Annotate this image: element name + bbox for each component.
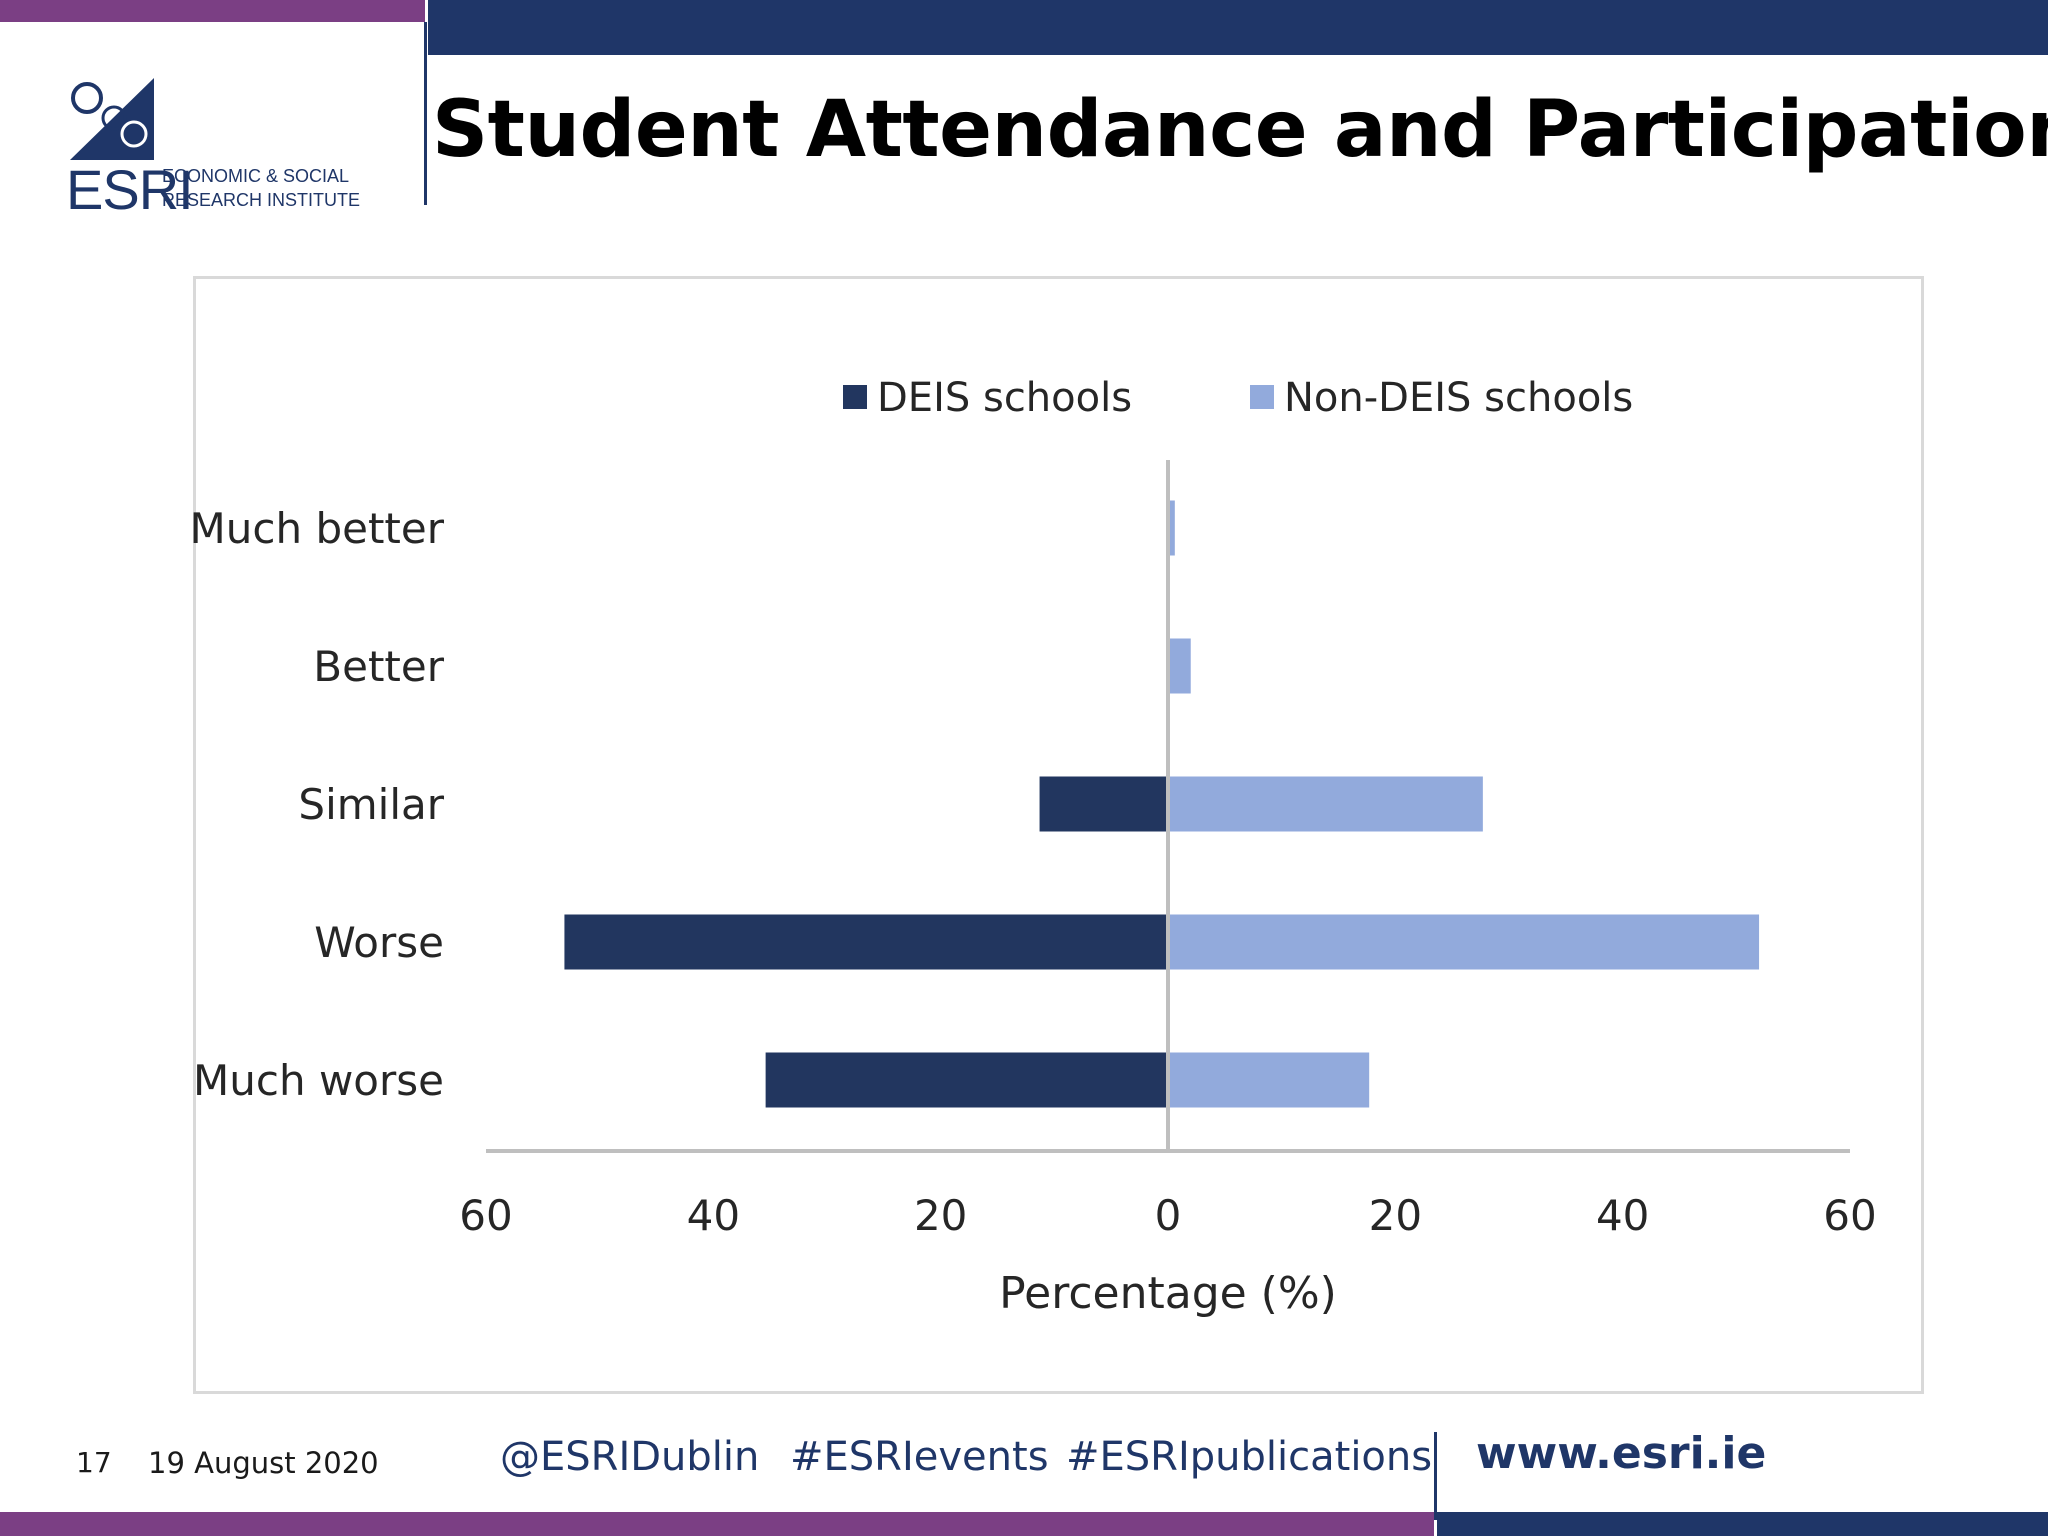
hashtag-events[interactable]: #ESRIevents [790, 1434, 1049, 1480]
footer-date: 19 August 2020 [148, 1446, 379, 1480]
top-purple-bar [0, 0, 425, 22]
bar-deis-worse [564, 914, 1168, 970]
bar-non-deis-much-better [1168, 500, 1175, 556]
page-number: 17 [76, 1446, 112, 1479]
chart-legend: DEIS schools Non-DEIS schools [843, 375, 1633, 421]
x-tick-label: 60 [459, 1191, 512, 1240]
x-tick-label: 40 [1596, 1191, 1649, 1240]
legend-swatch [843, 385, 867, 409]
bottom-purple-bar [0, 1512, 1434, 1536]
legend-swatch [1250, 385, 1274, 409]
chart-bars [564, 500, 1760, 1108]
hashtag-publications[interactable]: #ESRIpublications [1066, 1434, 1433, 1480]
bar-deis-much-worse [765, 1052, 1168, 1108]
logo-subtitle-line1: ECONOMIC & SOCIAL [162, 166, 350, 186]
x-tick-label: 20 [914, 1191, 967, 1240]
bar-non-deis-better [1168, 638, 1191, 694]
esri-logo-icon [70, 78, 154, 160]
legend-label: Non-DEIS schools [1284, 375, 1633, 421]
x-axis-label: Percentage (%) [999, 1268, 1337, 1319]
tick-labels: 60 40 20 0 20 40 60 [459, 1191, 1876, 1240]
legend-label: DEIS schools [877, 375, 1132, 421]
header-divider [424, 22, 427, 205]
category-label: Much worse [193, 1056, 444, 1105]
chart-frame [193, 276, 1924, 1394]
chart-axes [486, 460, 1850, 1153]
x-tick-label: 0 [1155, 1191, 1182, 1240]
bar-deis-similar [1039, 776, 1168, 832]
category-label: Better [313, 642, 444, 691]
category-label: Much better [190, 504, 445, 553]
x-tick-label: 40 [687, 1191, 740, 1240]
twitter-handle[interactable]: @ESRIDublin [500, 1434, 760, 1480]
x-tick-label: 60 [1823, 1191, 1876, 1240]
slide-title: Student Attendance and Participation [432, 85, 2048, 175]
bottom-navy-bar [1437, 1512, 2048, 1536]
esri-logo: ESRI ECONOMIC & SOCIAL RESEARCH INSTITUT… [62, 76, 382, 221]
top-navy-bar [428, 0, 2048, 55]
bar-non-deis-worse [1168, 914, 1760, 970]
bar-non-deis-much-worse [1168, 1052, 1370, 1108]
x-tick-label: 20 [1369, 1191, 1422, 1240]
logo-subtitle-line2: RESEARCH INSTITUTE [162, 190, 361, 210]
category-label: Similar [298, 780, 444, 829]
website-link[interactable]: www.esri.ie [1476, 1428, 1767, 1479]
logo-subtitle: ECONOMIC & SOCIAL RESEARCH INSTITUTE [162, 164, 360, 212]
category-label: Worse [314, 918, 444, 967]
logo-wordmark: ESRI [66, 158, 194, 221]
footer-divider [1434, 1432, 1437, 1520]
bar-non-deis-similar [1168, 776, 1483, 832]
category-labels: Much better Better Similar Worse Much worse [190, 504, 445, 1105]
